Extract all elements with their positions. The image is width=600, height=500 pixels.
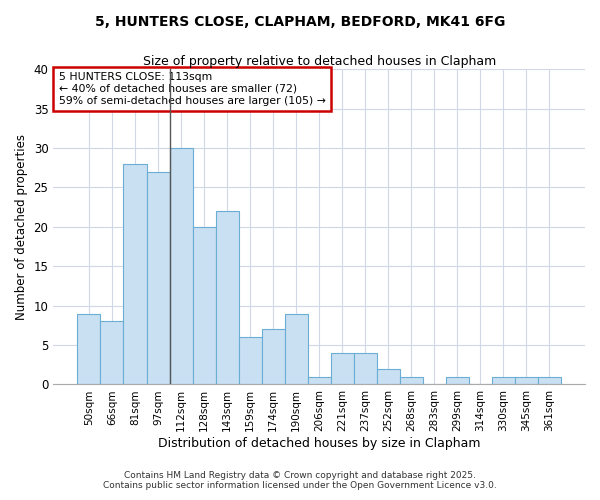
Bar bbox=[353, 353, 377, 384]
Bar bbox=[215, 211, 239, 384]
Bar bbox=[284, 314, 308, 384]
Bar bbox=[193, 227, 215, 384]
Bar bbox=[538, 376, 561, 384]
Bar bbox=[262, 330, 284, 384]
X-axis label: Distribution of detached houses by size in Clapham: Distribution of detached houses by size … bbox=[158, 437, 481, 450]
Text: Contains HM Land Registry data © Crown copyright and database right 2025.
Contai: Contains HM Land Registry data © Crown c… bbox=[103, 470, 497, 490]
Bar bbox=[331, 353, 353, 384]
Bar bbox=[77, 314, 100, 384]
Title: Size of property relative to detached houses in Clapham: Size of property relative to detached ho… bbox=[143, 55, 496, 68]
Bar bbox=[170, 148, 193, 384]
Bar bbox=[308, 376, 331, 384]
Bar bbox=[515, 376, 538, 384]
Bar bbox=[124, 164, 146, 384]
Bar bbox=[239, 337, 262, 384]
Bar bbox=[446, 376, 469, 384]
Bar bbox=[400, 376, 423, 384]
Bar bbox=[377, 368, 400, 384]
Bar bbox=[146, 172, 170, 384]
Y-axis label: Number of detached properties: Number of detached properties bbox=[15, 134, 28, 320]
Text: 5 HUNTERS CLOSE: 113sqm
← 40% of detached houses are smaller (72)
59% of semi-de: 5 HUNTERS CLOSE: 113sqm ← 40% of detache… bbox=[59, 72, 325, 106]
Text: 5, HUNTERS CLOSE, CLAPHAM, BEDFORD, MK41 6FG: 5, HUNTERS CLOSE, CLAPHAM, BEDFORD, MK41… bbox=[95, 15, 505, 29]
Bar bbox=[100, 322, 124, 384]
Bar bbox=[492, 376, 515, 384]
